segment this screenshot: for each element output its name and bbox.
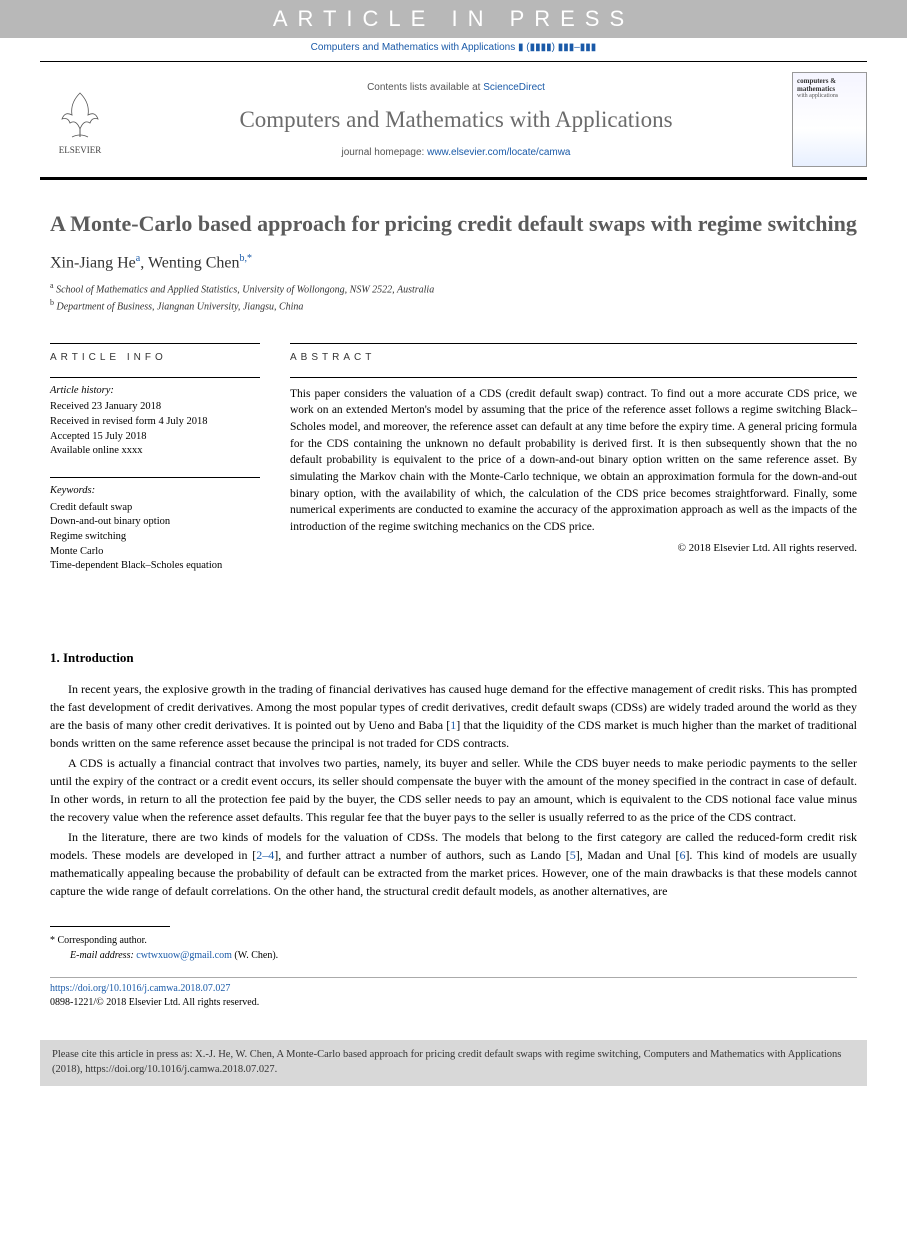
elsevier-logo: ELSEVIER bbox=[40, 75, 120, 165]
homepage-link[interactable]: www.elsevier.com/locate/camwa bbox=[427, 147, 570, 158]
cover-subtitle: with applications bbox=[797, 93, 862, 99]
abstract-column: ABSTRACT This paper considers the valuat… bbox=[290, 343, 857, 593]
author-list: Xin-Jiang Hea, Wenting Chenb,* bbox=[50, 253, 857, 272]
affiliation-b-text: Department of Business, Jiangnan Univers… bbox=[57, 302, 304, 313]
affiliations: a School of Mathematics and Applied Stat… bbox=[50, 280, 857, 315]
affiliation-a-text: School of Mathematics and Applied Statis… bbox=[56, 284, 434, 295]
masthead: ELSEVIER Contents lists available at Sci… bbox=[40, 61, 867, 180]
contents-label: Contents lists available at bbox=[367, 82, 483, 93]
article-history: Article history: Received 23 January 201… bbox=[50, 377, 260, 459]
corresponding-author-note: * Corresponding author. E-mail address: … bbox=[50, 933, 857, 963]
info-abstract-row: ARTICLE INFO Article history: Received 2… bbox=[50, 343, 857, 617]
keyword-3: Regime switching bbox=[50, 530, 260, 545]
para3-b: ], and further attract a number of autho… bbox=[274, 848, 570, 862]
history-accepted: Accepted 15 July 2018 bbox=[50, 430, 260, 445]
email-label: E-mail address: bbox=[70, 950, 134, 961]
section-1-heading: 1. Introduction bbox=[50, 650, 857, 666]
abstract-heading: ABSTRACT bbox=[290, 343, 857, 363]
author-1-name: Xin-Jiang He bbox=[50, 254, 136, 271]
corresponding-label: Corresponding author. bbox=[58, 935, 147, 946]
history-online: Available online xxxx bbox=[50, 444, 260, 459]
contents-available-line: Contents lists available at ScienceDirec… bbox=[132, 82, 780, 93]
citation-box: Please cite this article in press as: X.… bbox=[40, 1040, 867, 1085]
elsevier-tree-icon bbox=[50, 85, 110, 145]
article-in-press-banner: ARTICLE IN PRESS bbox=[0, 0, 907, 38]
keyword-4: Monte Carlo bbox=[50, 545, 260, 560]
page-content: A Monte-Carlo based approach for pricing… bbox=[0, 180, 907, 1020]
elsevier-wordmark: ELSEVIER bbox=[59, 145, 102, 155]
doi-footer: https://doi.org/10.1016/j.camwa.2018.07.… bbox=[50, 977, 857, 1010]
paragraph-2: A CDS is actually a financial contract t… bbox=[50, 754, 857, 826]
journal-name: Computers and Mathematics with Applicati… bbox=[132, 107, 780, 133]
keyword-2: Down-and-out binary option bbox=[50, 515, 260, 530]
paragraph-3: In the literature, there are two kinds o… bbox=[50, 828, 857, 900]
article-title: A Monte-Carlo based approach for pricing… bbox=[50, 210, 857, 239]
journal-reference: Computers and Mathematics with Applicati… bbox=[0, 38, 907, 61]
history-label: Article history: bbox=[50, 384, 260, 399]
author-2-name: Wenting Chen bbox=[148, 254, 240, 271]
cover-title: computers & mathematics bbox=[797, 77, 862, 93]
sciencedirect-link[interactable]: ScienceDirect bbox=[483, 82, 545, 93]
issn-copyright: 0898-1221/© 2018 Elsevier Ltd. All right… bbox=[50, 997, 259, 1008]
affiliation-a: a School of Mathematics and Applied Stat… bbox=[50, 280, 857, 297]
keyword-5: Time-dependent Black–Scholes equation bbox=[50, 559, 260, 574]
abstract-text: This paper considers the valuation of a … bbox=[290, 377, 857, 536]
history-revised: Received in revised form 4 July 2018 bbox=[50, 415, 260, 430]
corresponding-star-mark: * bbox=[50, 935, 55, 946]
author-2-affil: b, bbox=[240, 253, 248, 264]
citation-2-4[interactable]: 2–4 bbox=[256, 848, 274, 862]
affiliation-b: b Department of Business, Jiangnan Unive… bbox=[50, 297, 857, 314]
keywords-block: Keywords: Credit default swap Down-and-o… bbox=[50, 477, 260, 574]
author-1-affil: a bbox=[136, 253, 140, 264]
abstract-copyright: © 2018 Elsevier Ltd. All rights reserved… bbox=[290, 542, 857, 554]
corresponding-who: (W. Chen). bbox=[234, 950, 278, 961]
keyword-1: Credit default swap bbox=[50, 501, 260, 516]
masthead-center: Contents lists available at ScienceDirec… bbox=[132, 82, 780, 158]
footnote-separator bbox=[50, 926, 170, 927]
keywords-label: Keywords: bbox=[50, 484, 260, 499]
homepage-label: journal homepage: bbox=[341, 147, 427, 158]
article-info-column: ARTICLE INFO Article history: Received 2… bbox=[50, 343, 260, 593]
doi-link[interactable]: https://doi.org/10.1016/j.camwa.2018.07.… bbox=[50, 983, 230, 994]
article-info-heading: ARTICLE INFO bbox=[50, 343, 260, 363]
corresponding-email-link[interactable]: cwtwxuow@gmail.com bbox=[136, 950, 232, 961]
homepage-line: journal homepage: www.elsevier.com/locat… bbox=[132, 147, 780, 158]
para3-c: ], Madan and Unal [ bbox=[576, 848, 680, 862]
journal-cover-thumbnail: computers & mathematics with application… bbox=[792, 72, 867, 167]
paragraph-1: In recent years, the explosive growth in… bbox=[50, 680, 857, 752]
history-received: Received 23 January 2018 bbox=[50, 400, 260, 415]
corresponding-star: * bbox=[247, 253, 252, 264]
